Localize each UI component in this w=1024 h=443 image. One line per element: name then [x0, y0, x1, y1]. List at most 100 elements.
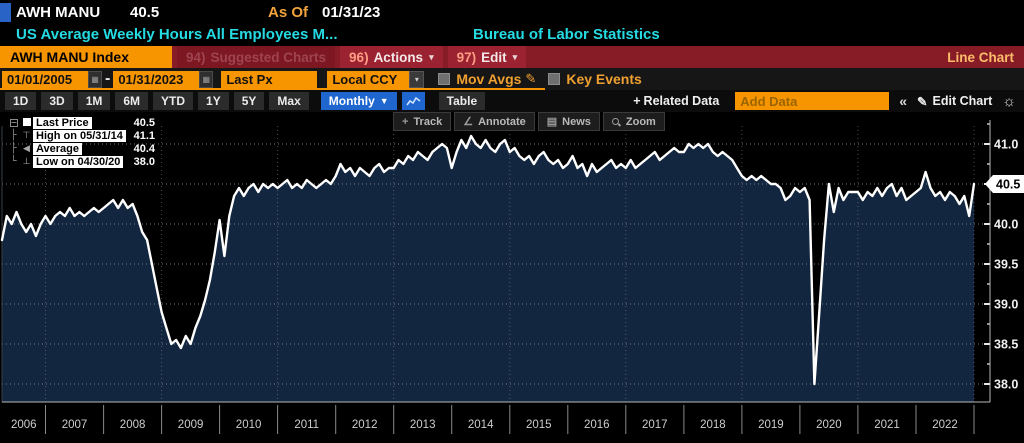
zoom-label: Zoom	[625, 115, 656, 128]
calendar-icon[interactable]: ▦	[88, 70, 102, 88]
time-axis-label: 2019	[758, 419, 784, 431]
calendar-icon[interactable]: ▦	[199, 70, 214, 88]
time-axis-label: 2008	[120, 419, 146, 431]
legend[interactable]: − Last Price 40.5 ├ ⊤ High on 05/31/14 41.1 ├ ◀ A…	[7, 116, 155, 168]
gear-icon[interactable]: ☼	[1002, 92, 1016, 110]
tree-branch-icon: └	[10, 156, 17, 167]
range-button-ytd[interactable]: YTD	[153, 92, 194, 110]
news-button[interactable]: ▤ News	[537, 112, 600, 131]
track-label: Track	[413, 115, 443, 128]
time-axis-label: 2011	[294, 419, 319, 431]
chart-overlay-toolbar: + Track ∠ Annotate ▤ News Zoom	[393, 112, 668, 131]
related-data-button[interactable]: + Related Data	[633, 94, 729, 108]
track-button[interactable]: + Track	[393, 112, 452, 131]
range-button-1y[interactable]: 1Y	[198, 92, 229, 110]
price-axis-label: 38.0	[994, 378, 1018, 392]
legend-label: Last Price	[33, 116, 92, 129]
period-dropdown[interactable]: Monthly ▼	[320, 92, 397, 110]
suggested-charts-button[interactable]: 94) Suggested Charts	[177, 46, 336, 68]
date-from-input[interactable]: 01/01/2005	[2, 70, 88, 88]
ticker-symbol: AWH MANU	[16, 4, 101, 21]
magnifier-icon	[611, 117, 620, 126]
actions-button[interactable]: 96) Actions ▾	[340, 46, 443, 68]
time-axis-label: 2017	[642, 419, 668, 431]
chevron-down-icon: ▾	[429, 51, 434, 62]
legend-row[interactable]: ├ ◀ Average 40.4	[7, 142, 155, 155]
pencil-icon[interactable]: ✎	[525, 71, 537, 86]
chart-style-icon-button[interactable]	[401, 92, 425, 110]
period-label: Monthly	[328, 94, 375, 108]
price-axis-label: 40.0	[994, 218, 1018, 232]
key-events-checkbox[interactable]	[548, 73, 561, 85]
legend-row[interactable]: ├ ⊤ High on 05/31/14 41.1	[7, 129, 155, 142]
price-field-select[interactable]: Last Px	[221, 70, 318, 88]
price-chart[interactable]: 41.0 40.5 40.0 39.5 39.0 38.5 38.0 2006 2007 2008…	[0, 112, 1024, 443]
track-icon: +	[402, 115, 409, 128]
annotate-button[interactable]: ∠ Annotate	[454, 112, 535, 131]
line-chart-icon	[406, 96, 421, 105]
legend-value: 40.5	[133, 116, 155, 129]
time-axis-label: 2016	[584, 419, 610, 431]
time-axis-label: 2007	[62, 419, 88, 431]
chart-canvas[interactable]: 41.0 40.5 40.0 39.5 39.0 38.5 38.0 2006 2007 2008…	[0, 112, 1024, 443]
time-axis-label: 2013	[410, 419, 436, 431]
legend-row[interactable]: − Last Price 40.5	[7, 116, 155, 129]
edit-fkey: 97)	[456, 49, 477, 65]
legend-value: 41.1	[133, 129, 155, 142]
collapse-button[interactable]: «	[899, 93, 908, 109]
legend-row[interactable]: └ ⊥ Low on 04/30/20 38.0	[7, 155, 155, 168]
price-axis-label: 39.0	[994, 298, 1018, 312]
security-description: US Average Weekly Hours All Employees M.…	[16, 26, 338, 43]
active-section-underline	[0, 88, 545, 90]
range-button-1m[interactable]: 1M	[77, 92, 111, 110]
panel-corner-marker	[0, 3, 11, 22]
title-row: AWH MANU 40.5 As Of 01/31/23	[0, 0, 1024, 24]
security-tab[interactable]: AWH MANU Index	[0, 46, 172, 68]
range-button-1d[interactable]: 1D	[5, 92, 37, 110]
chevron-down-icon[interactable]: ▾	[409, 70, 425, 88]
range-button-3d[interactable]: 3D	[41, 92, 73, 110]
mov-avgs-label: Mov Avgs	[456, 71, 522, 87]
ticker-last-price: 40.5	[130, 4, 160, 21]
price-axis-label: 39.5	[994, 258, 1018, 272]
range-button-5y[interactable]: 5Y	[233, 92, 265, 110]
price-axis-label: 38.5	[994, 338, 1018, 352]
zoom-button[interactable]: Zoom	[602, 112, 665, 131]
time-axis-label: 2020	[816, 419, 842, 431]
currency-select[interactable]: Local CCY	[327, 70, 410, 88]
time-axis-label: 2012	[352, 419, 378, 431]
actions-fkey: 96)	[349, 49, 369, 65]
edit-button[interactable]: 97) Edit ▾	[447, 46, 527, 68]
range-button-6m[interactable]: 6M	[115, 92, 149, 110]
news-label: News	[562, 115, 591, 128]
time-axis-label: 2015	[526, 419, 552, 431]
as-of-label: As Of	[268, 4, 309, 21]
table-button[interactable]: Table	[438, 92, 486, 110]
time-axis-label: 2006	[11, 419, 37, 431]
add-data-input[interactable]	[735, 92, 890, 110]
time-axis-label: 2022	[932, 419, 958, 431]
settings-row: 01/01/2005 ▦ - 01/31/2023 ▦ Last Px Loca…	[0, 68, 1024, 90]
news-icon: ▤	[546, 116, 558, 128]
time-axis-label: 2021	[874, 419, 900, 431]
legend-value: 40.4	[133, 142, 155, 155]
chevron-down-icon: ▼	[379, 96, 389, 106]
mov-avgs-checkbox[interactable]	[438, 73, 451, 85]
high-marker-icon: ⊤	[22, 130, 31, 140]
range-button-max[interactable]: Max	[269, 92, 309, 110]
date-to-input[interactable]: 01/31/2023	[113, 70, 200, 88]
chart-type-label: Line Chart	[947, 49, 1014, 65]
chevron-down-icon: ▾	[512, 51, 518, 62]
low-marker-icon: ⊥	[22, 156, 31, 166]
legend-value: 38.0	[133, 155, 155, 168]
date-range-separator: -	[105, 70, 111, 87]
time-axis-label: 2009	[178, 419, 204, 431]
data-source: Bureau of Labor Statistics	[473, 26, 660, 43]
legend-label: High on 05/31/14	[33, 129, 126, 142]
time-axis-label: 2018	[700, 419, 726, 431]
tree-branch-icon: ├	[10, 130, 17, 141]
legend-label: Low on 04/30/20	[33, 155, 124, 168]
legend-label: Average	[33, 142, 83, 155]
edit-chart-button[interactable]: ✎ Edit Chart	[917, 94, 992, 109]
annotate-icon: ∠	[463, 116, 474, 128]
